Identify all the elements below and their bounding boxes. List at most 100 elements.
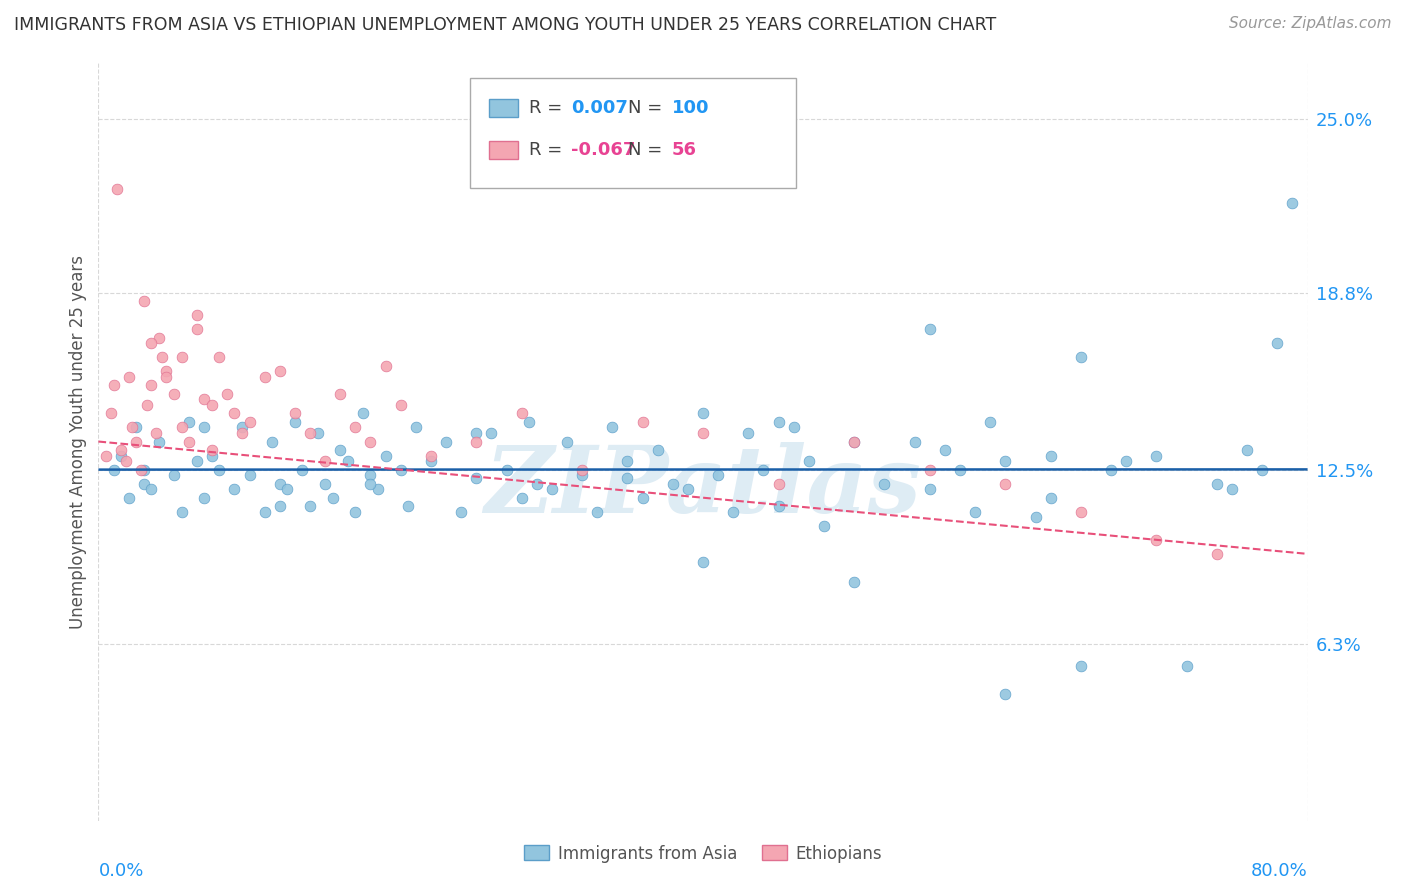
Point (193, 392, 215, 407)
Point (768, 476, 790, 491)
Point (571, 468, 593, 483)
Point (450, 505, 472, 519)
Point (269, 476, 291, 491)
Point (1206, 476, 1229, 491)
Point (374, 449, 396, 463)
Point (201, 398, 224, 412)
Point (526, 476, 548, 491)
Text: -0.067: -0.067 (571, 141, 636, 159)
Point (465, 426, 488, 441)
Point (253, 505, 276, 519)
Point (737, 426, 759, 441)
Point (163, 386, 186, 401)
FancyBboxPatch shape (489, 141, 517, 159)
Point (141, 336, 163, 351)
Point (103, 462, 125, 476)
Point (299, 499, 322, 513)
Point (329, 386, 352, 401)
Point (1024, 510, 1046, 524)
Point (979, 415, 1001, 429)
Point (215, 386, 238, 401)
Point (661, 476, 683, 491)
Text: 56: 56 (672, 141, 696, 159)
Point (405, 420, 427, 434)
Point (813, 518, 835, 533)
Point (904, 434, 927, 449)
Point (994, 454, 1017, 468)
Point (631, 415, 654, 429)
Point (918, 483, 941, 497)
Point (586, 505, 609, 519)
Point (322, 491, 344, 505)
Point (132, 476, 155, 491)
Point (284, 407, 307, 421)
Point (1281, 195, 1303, 210)
Point (103, 378, 125, 392)
Point (949, 462, 972, 476)
Legend: Immigrants from Asia, Ethiopians: Immigrants from Asia, Ethiopians (517, 838, 889, 869)
Point (396, 499, 419, 513)
Point (692, 407, 714, 421)
Y-axis label: Unemployment Among Youth under 25 years: Unemployment Among Youth under 25 years (69, 254, 87, 629)
Point (1039, 491, 1062, 505)
Point (224, 483, 246, 497)
FancyBboxPatch shape (489, 99, 517, 117)
Point (1146, 449, 1168, 463)
Point (1206, 547, 1229, 561)
Text: 0.0%: 0.0% (98, 863, 143, 880)
Point (193, 491, 215, 505)
Text: 0.007: 0.007 (571, 99, 628, 117)
Point (389, 462, 412, 476)
Point (367, 483, 389, 497)
Point (768, 415, 790, 429)
Point (647, 442, 669, 457)
Point (253, 370, 276, 384)
Point (186, 308, 208, 322)
Point (1070, 505, 1092, 519)
Point (155, 370, 177, 384)
Point (918, 462, 941, 476)
Point (94, 449, 117, 463)
Point (201, 442, 224, 457)
Text: ZIPatlas: ZIPatlas (485, 442, 921, 532)
Point (344, 505, 367, 519)
Point (994, 476, 1017, 491)
Point (965, 505, 987, 519)
Point (163, 468, 186, 483)
Text: Source: ZipAtlas.com: Source: ZipAtlas.com (1229, 16, 1392, 31)
Point (141, 483, 163, 497)
Point (307, 426, 329, 441)
Point (179, 415, 201, 429)
Point (148, 331, 170, 345)
Point (344, 420, 367, 434)
Point (110, 442, 132, 457)
Point (517, 415, 540, 429)
Point (170, 351, 193, 365)
Text: IMMIGRANTS FROM ASIA VS ETHIOPIAN UNEMPLOYMENT AMONG YOUTH UNDER 25 YEARS CORREL: IMMIGRANTS FROM ASIA VS ETHIOPIAN UNEMPL… (14, 16, 997, 34)
Point (555, 434, 578, 449)
Point (314, 454, 336, 468)
Text: 80.0%: 80.0% (1251, 863, 1308, 880)
Point (707, 468, 730, 483)
FancyBboxPatch shape (470, 78, 796, 187)
Point (692, 555, 714, 569)
Point (201, 449, 224, 463)
Point (1236, 442, 1258, 457)
Point (994, 687, 1017, 701)
Point (118, 370, 141, 384)
Point (481, 426, 503, 441)
Point (224, 407, 246, 421)
Point (1146, 533, 1168, 547)
Point (1099, 462, 1122, 476)
Point (105, 182, 128, 196)
Point (284, 415, 307, 429)
Point (186, 454, 208, 468)
Point (723, 505, 745, 519)
Point (291, 462, 314, 476)
Point (918, 322, 941, 336)
Point (1251, 462, 1274, 476)
Point (844, 574, 866, 589)
Point (179, 434, 201, 449)
Point (231, 420, 253, 434)
Point (873, 476, 896, 491)
